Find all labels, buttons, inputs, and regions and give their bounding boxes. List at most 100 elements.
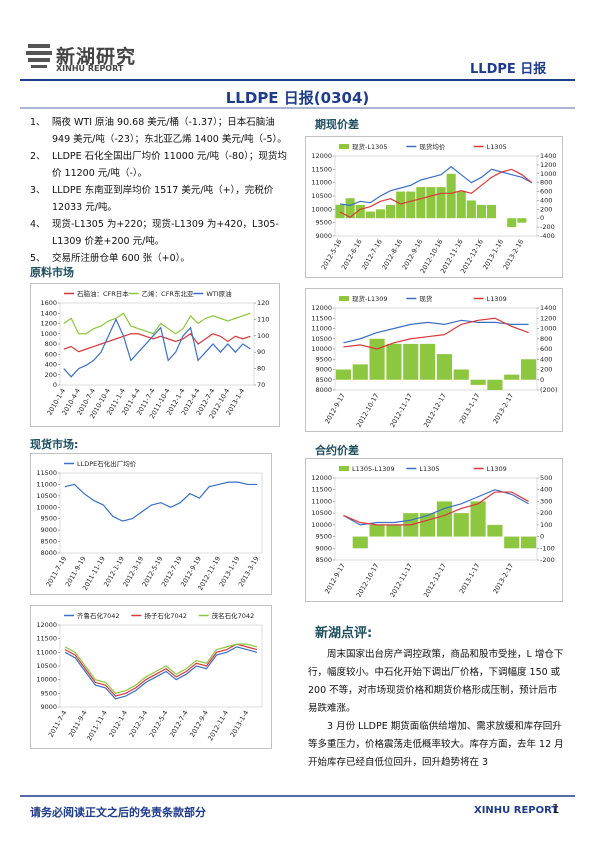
bar: [453, 513, 469, 537]
y2-tick-label: 90: [257, 348, 265, 356]
y-tick-label: 800: [45, 340, 57, 348]
y-tick-label: 1400: [40, 309, 57, 317]
x-tick-label: 2012-11-17: [388, 562, 414, 599]
item-text: 现货-L1305 为+220；现货-L1309 为+420，L305-L1309…: [52, 219, 279, 247]
y2-tick-label: 100: [540, 521, 552, 529]
summary-list: 1、 隔夜 WTI 原油 90.68 美元/桶（-1.37）；日本石脑油 949 …: [30, 114, 288, 267]
y2-tick-label: (200): [540, 386, 557, 394]
y-tick-label: 1600: [40, 299, 57, 307]
y2-tick-label: 70: [257, 381, 265, 389]
y-tick-label: 11500: [311, 314, 332, 322]
legend-label: L1309: [487, 465, 507, 473]
y2-tick-label: 0: [540, 376, 544, 384]
x-tick-label: 2012-9-4: [188, 709, 210, 739]
line-series: [63, 332, 251, 353]
bar: [365, 211, 375, 219]
line-series: [339, 168, 533, 219]
summary-item: 1、 隔夜 WTI 原油 90.68 美元/桶（-1.37）；日本石脑油 949 …: [30, 114, 288, 148]
x-tick-label: 2013-2-17: [491, 562, 515, 595]
chart-frame: [30, 283, 280, 427]
x-tick-label: 2012-11-17: [388, 392, 414, 429]
y-tick-label: 1000: [40, 330, 57, 338]
legend-label: 现货-L1309: [352, 294, 388, 303]
legend-label: L1305-L1309: [352, 465, 395, 473]
y-tick-label: 10000: [311, 205, 332, 213]
y2-tick-label: 120: [257, 299, 269, 307]
y2-tick-label: 1000: [540, 325, 557, 333]
x-tick-label: 2012-9-17: [323, 392, 347, 425]
y-tick-label: 11500: [311, 486, 332, 494]
y2-tick-label: -400: [540, 232, 555, 240]
y-tick-label: 9500: [40, 689, 57, 697]
legend-swatch: [339, 144, 349, 149]
y2-tick-label: 400: [540, 355, 552, 363]
bar: [436, 354, 452, 380]
comment: 周末国家出台房产调控政策，商品和股市受挫，L 增仓下行，幅度较小。中石化开始下调…: [308, 646, 565, 772]
legend-swatch: [339, 466, 349, 471]
y-tick-label: 11500: [36, 469, 57, 477]
section-heading: 期现价差: [315, 118, 359, 131]
y-tick-label: 9000: [40, 703, 57, 711]
bar: [416, 187, 426, 219]
bar: [453, 369, 469, 380]
x-tick-label: 2012-12-17: [422, 562, 448, 599]
y-tick-label: 11000: [36, 480, 57, 488]
y-tick-label: 9500: [40, 515, 57, 523]
x-tick-label: 2011-9-4: [67, 709, 89, 739]
item-text: LLDPE 石化全国出厂均价 11000 元/吨（-80）；现货均价 11200…: [52, 151, 287, 179]
summary-item: 3、 LLDPE 东南亚到岸均价 1517 美元/吨（+），完税价 12033 元…: [30, 182, 288, 216]
y-tick-label: 11000: [311, 325, 332, 333]
bar: [403, 343, 419, 380]
y-tick-label: 600: [45, 350, 57, 358]
plot-area: [59, 472, 263, 554]
y-tick-label: 11000: [36, 648, 57, 656]
plot-area: [59, 624, 263, 708]
line-series: [64, 646, 258, 700]
bar: [426, 187, 436, 219]
y-tick-label: 9500: [315, 219, 332, 227]
logo-mark: [26, 44, 52, 68]
plot-area: [59, 302, 255, 386]
y2-tick-label: 0: [540, 533, 544, 541]
y-tick-label: 10500: [36, 492, 57, 500]
y-tick-label: 10000: [311, 521, 332, 529]
y-tick-label: 8500: [40, 538, 57, 546]
bar: [456, 191, 466, 219]
x-tick-label: 2013-1-17: [458, 392, 482, 425]
y-tick-label: 8500: [315, 376, 332, 384]
y2-tick-label: 600: [540, 345, 552, 353]
line-series: [343, 319, 529, 344]
x-tick-label: 2013-1-4: [229, 709, 251, 739]
y-tick-label: 11000: [311, 179, 332, 187]
chart: 900095001000010500110001150012000-400-20…: [305, 136, 563, 278]
y2-tick-label: 800: [540, 335, 552, 343]
x-tick-label: 2011-7-4: [47, 709, 69, 739]
y-tick-label: 200: [45, 371, 57, 379]
bar: [487, 379, 503, 390]
item-number: 4、: [30, 219, 46, 230]
chart: 0 200 400 600 800 1000 1200 1400 1600 70 80 90 100 11…: [30, 283, 280, 427]
legend-label: 齐鲁石化7042: [77, 611, 120, 620]
x-tick-label: 2012-5-4: [148, 709, 170, 739]
x-tick-label: 2013-2-16: [502, 238, 526, 271]
line-series: [64, 481, 258, 522]
y-tick-label: 10000: [36, 676, 57, 684]
chart-frame: [305, 136, 563, 278]
y-tick-label: 11500: [36, 635, 57, 643]
y-tick-label: 10500: [36, 662, 57, 670]
footer-brand: XINHU REPORT: [474, 805, 559, 816]
y2-tick-label: -200: [540, 223, 555, 231]
bar: [470, 501, 486, 537]
line-series: [64, 643, 258, 695]
comment-paragraph: 周末国家出台房产调控政策，商品和股市受挫，L 增仓下行，幅度较小。中石化开始下调…: [308, 649, 564, 714]
y-tick-label: 8000: [40, 549, 57, 557]
legend-label: 现货均价: [419, 142, 446, 151]
item-number: 1、: [30, 117, 46, 128]
bar: [352, 536, 368, 549]
logo-subtitle: XINHU REPORT: [56, 64, 124, 73]
y-tick-label: 11000: [311, 497, 332, 505]
y2-tick-label: 1200: [540, 161, 557, 169]
legend-label: LLDPE石化出厂均价: [77, 459, 137, 468]
y2-tick-label: 600: [540, 188, 552, 196]
